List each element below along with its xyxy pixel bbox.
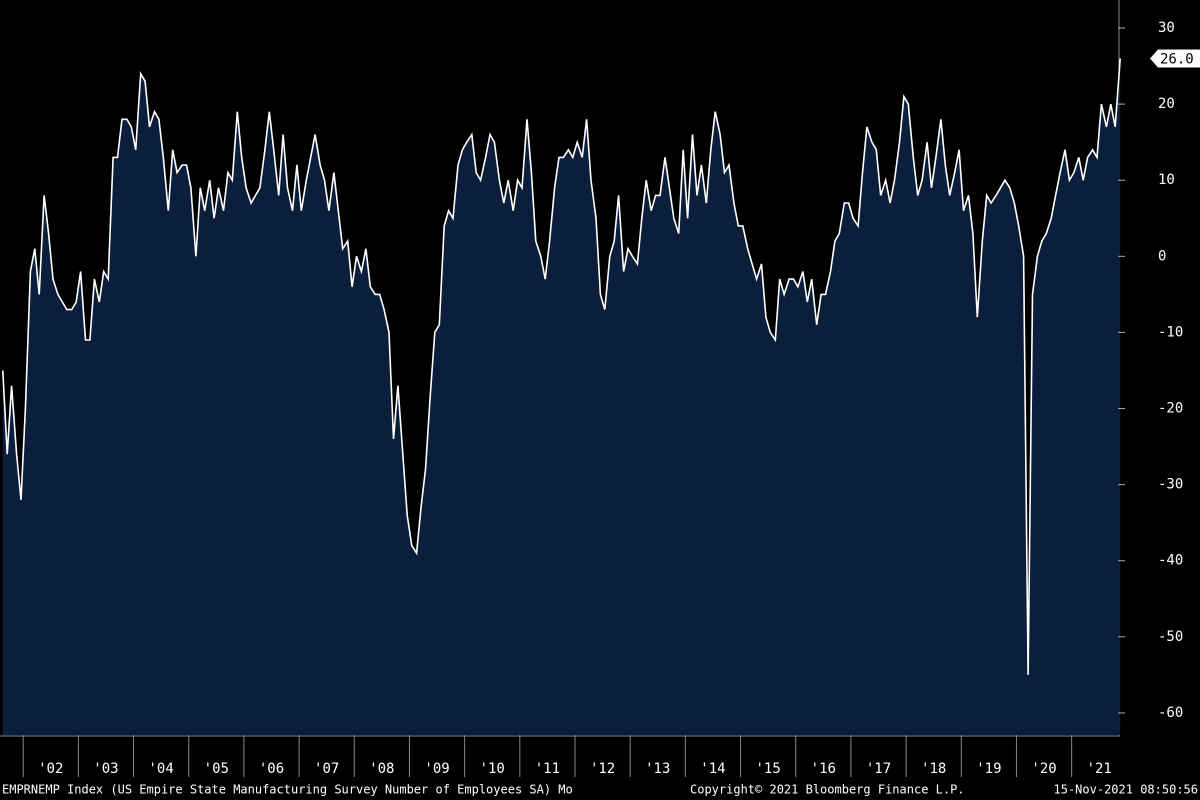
x-tick-label: '06 — [259, 761, 284, 777]
x-tick-label: '08 — [369, 761, 394, 777]
y-tick-label: -30 — [1158, 477, 1183, 493]
x-tick-label: '12 — [590, 761, 615, 777]
y-tick-label: -40 — [1158, 553, 1183, 569]
x-tick-label: '19 — [976, 761, 1001, 777]
x-tick-label: '09 — [424, 761, 449, 777]
x-tick-label: '03 — [93, 761, 118, 777]
footer-center: Copyright© 2021 Bloomberg Finance L.P. — [690, 783, 965, 797]
x-tick-label: '16 — [811, 761, 836, 777]
last-value-label: 26.0 — [1160, 51, 1194, 67]
x-tick-label: '02 — [38, 761, 63, 777]
y-tick-label: -10 — [1158, 324, 1183, 340]
y-tick-label: -60 — [1158, 705, 1183, 721]
x-tick-label: '05 — [204, 761, 229, 777]
y-tick-label: -50 — [1158, 629, 1183, 645]
x-tick-label: '10 — [480, 761, 505, 777]
x-tick-label: '20 — [1031, 761, 1056, 777]
line — [2, 58, 1121, 675]
x-tick-label: '07 — [314, 761, 339, 777]
x-tick-label: '11 — [535, 761, 560, 777]
x-tick-label: '18 — [921, 761, 946, 777]
y-tick-label: 0 — [1158, 248, 1166, 264]
last-value-box — [1150, 49, 1200, 68]
x-tick-label: '14 — [700, 761, 725, 777]
x-tick-label: '17 — [866, 761, 891, 777]
footer-left: EMPRNEMP Index (US Empire State Manufact… — [2, 783, 573, 797]
footer-right: 15-Nov-2021 08:50:56 — [1054, 783, 1199, 797]
y-tick-label: 30 — [1158, 20, 1175, 36]
x-tick-label: '21 — [1087, 761, 1112, 777]
x-tick-label: '15 — [755, 761, 780, 777]
y-tick-label: -20 — [1158, 401, 1183, 417]
x-tick-label: '13 — [645, 761, 670, 777]
y-tick-label: 10 — [1158, 172, 1175, 188]
x-tick-label: '04 — [148, 761, 173, 777]
y-tick-label: 20 — [1158, 96, 1175, 112]
